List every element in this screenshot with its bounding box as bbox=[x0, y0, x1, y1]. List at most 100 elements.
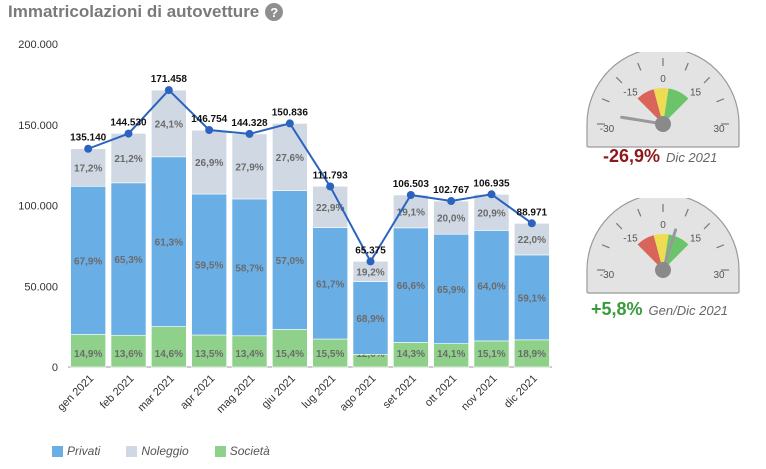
help-icon[interactable]: ? bbox=[265, 3, 284, 21]
total-label: 144.328 bbox=[231, 118, 268, 129]
y-tick-label: 100.000 bbox=[18, 201, 58, 213]
segment-label-societa: 14,1% bbox=[437, 349, 465, 360]
bar-privati bbox=[70, 185, 106, 335]
gauge-hub bbox=[655, 262, 671, 278]
x-tick-label: giu 2021 bbox=[260, 373, 298, 411]
bar-privati bbox=[272, 190, 308, 330]
segment-label-noleggio: 17,2% bbox=[74, 164, 102, 175]
segment-label-noleggio: 22,9% bbox=[316, 203, 344, 214]
bar-societa bbox=[312, 338, 348, 368]
bar-societa bbox=[272, 329, 308, 368]
y-tick-label: 150.000 bbox=[18, 120, 58, 132]
total-label: 111.793 bbox=[313, 170, 348, 181]
legend-item-societa[interactable]: Società bbox=[214, 444, 270, 458]
total-label: 144.530 bbox=[110, 118, 147, 129]
segment-label-privati: 61,3% bbox=[155, 238, 183, 249]
bar-noleggio bbox=[473, 193, 510, 231]
total-label: 146.754 bbox=[191, 114, 228, 125]
gauge-tick-label: 15 bbox=[690, 87, 702, 98]
gauge-tick-label: -30 bbox=[600, 124, 615, 135]
bar-societa bbox=[473, 340, 510, 368]
chart-title: Immatricolazioni di autovetture ? bbox=[8, 2, 284, 22]
gauge-tick-label: 30 bbox=[713, 270, 725, 281]
segment-label-societa: 13,4% bbox=[235, 349, 263, 360]
bar-privati bbox=[393, 227, 429, 343]
gauge-tick-label: -30 bbox=[600, 270, 615, 281]
segment-label-privati: 66,6% bbox=[397, 281, 425, 292]
gauge-hub bbox=[655, 116, 671, 132]
total-point bbox=[366, 257, 375, 266]
segment-label-societa: 14,3% bbox=[397, 349, 425, 360]
gauge-tick bbox=[716, 98, 725, 103]
total-point bbox=[205, 125, 214, 134]
gauge-gen-dic-value: +5,8% bbox=[591, 299, 643, 319]
bar-privati bbox=[473, 230, 510, 342]
segment-label-societa: 15,1% bbox=[477, 349, 505, 360]
total-label: 88.971 bbox=[517, 207, 548, 218]
x-tick-label: set 2021 bbox=[381, 373, 419, 411]
bar-noleggio bbox=[393, 194, 429, 229]
segment-label-privati: 58,7% bbox=[235, 263, 263, 274]
segment-label-privati: 68,9% bbox=[356, 314, 384, 325]
total-label: 65.375 bbox=[355, 245, 386, 256]
segment-label-societa: 15,5% bbox=[316, 349, 344, 360]
segment-label-privati: 65,3% bbox=[114, 255, 142, 266]
bar-noleggio bbox=[514, 223, 550, 256]
y-tick-label: 0 bbox=[52, 362, 58, 374]
bar-privati bbox=[352, 281, 389, 355]
segment-label-privati: 65,9% bbox=[437, 285, 465, 296]
segment-label-noleggio: 27,6% bbox=[276, 153, 304, 164]
gauge-tick-label: 15 bbox=[690, 233, 702, 244]
x-tick-label: ago 2021 bbox=[338, 373, 379, 414]
gauge-tick bbox=[615, 222, 623, 230]
segment-label-privati: 59,1% bbox=[518, 293, 546, 304]
segment-label-noleggio: 19,1% bbox=[397, 207, 425, 218]
gauge-tick-label: 0 bbox=[660, 220, 666, 231]
total-point bbox=[124, 129, 133, 138]
total-line bbox=[87, 88, 533, 264]
total-point bbox=[447, 197, 456, 206]
segment-label-privati: 57,0% bbox=[276, 256, 304, 267]
legend-item-privati[interactable]: Privati bbox=[52, 444, 100, 458]
chart-title-text: Immatricolazioni di autovetture bbox=[8, 2, 260, 21]
legend-item-noleggio[interactable]: Noleggio bbox=[126, 444, 189, 458]
x-tick-label: dic 2021 bbox=[502, 373, 540, 411]
total-label: 102.767 bbox=[433, 185, 470, 196]
bar-privati bbox=[110, 182, 147, 336]
segment-label-privati: 61,7% bbox=[316, 279, 344, 290]
gauge-band-green bbox=[663, 88, 689, 124]
total-point bbox=[406, 190, 415, 199]
segment-label-societa: 15,4% bbox=[276, 349, 304, 360]
bar-noleggio bbox=[70, 148, 106, 187]
bar-noleggio bbox=[231, 133, 268, 200]
segment-label-societa: 13,5% bbox=[195, 349, 223, 360]
total-point bbox=[245, 129, 254, 138]
gauge-tick bbox=[637, 62, 642, 71]
segment-label-privati: 59,5% bbox=[195, 260, 223, 271]
legend-swatch-noleggio bbox=[126, 445, 138, 457]
gauge-tick bbox=[716, 244, 725, 249]
legend-label-societa: Società bbox=[229, 444, 270, 458]
gauge-tick-label: -15 bbox=[623, 87, 638, 98]
gauge-tick bbox=[684, 208, 689, 217]
segment-label-noleggio: 20,9% bbox=[477, 208, 505, 219]
segment-label-noleggio: 26,9% bbox=[195, 158, 223, 169]
total-point bbox=[84, 144, 93, 153]
bar-societa bbox=[393, 342, 429, 368]
legend-label-privati: Privati bbox=[67, 444, 101, 458]
total-label: 171.458 bbox=[151, 74, 188, 85]
gauge-dic-period: Dic 2021 bbox=[666, 150, 718, 165]
gauge-band-yellow bbox=[653, 234, 669, 270]
y-tick-label: 200.000 bbox=[18, 39, 58, 51]
gauge-tick bbox=[703, 222, 711, 230]
bar-noleggio bbox=[191, 129, 227, 195]
total-label: 150.836 bbox=[272, 107, 309, 118]
total-point bbox=[527, 219, 536, 228]
segment-label-noleggio: 21,2% bbox=[114, 154, 142, 165]
gauge-band-red bbox=[637, 235, 663, 270]
bar-societa bbox=[70, 334, 106, 368]
x-tick-label: nov 2021 bbox=[459, 373, 499, 413]
x-tick-label: mag 2021 bbox=[215, 373, 258, 416]
bar-noleggio bbox=[272, 123, 308, 191]
gauge-tick bbox=[637, 208, 642, 217]
